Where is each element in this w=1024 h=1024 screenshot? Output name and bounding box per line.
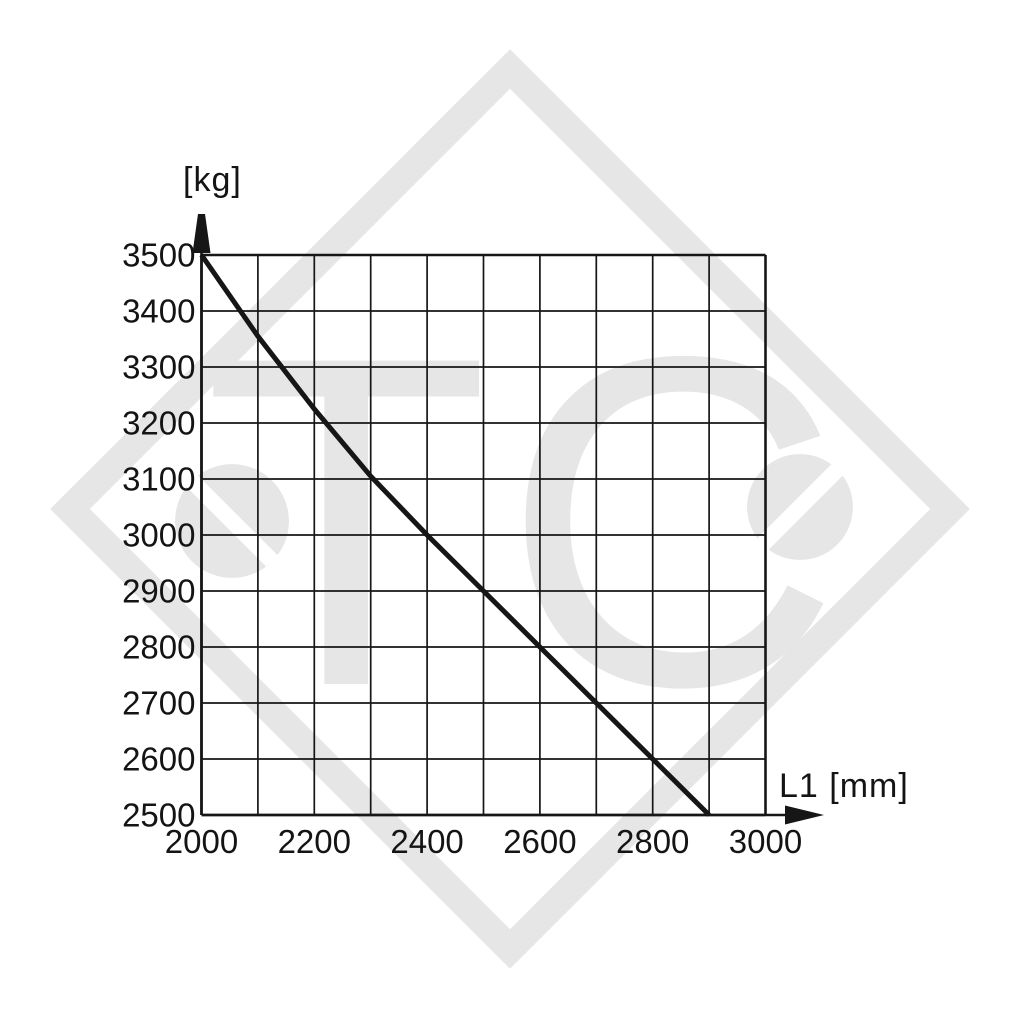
x-tick-label-2800: 2800 — [616, 823, 689, 860]
y-tick-label-3000: 3000 — [122, 517, 195, 554]
y-tick-label-2900: 2900 — [122, 573, 195, 610]
x-tick-label-2400: 2400 — [390, 823, 463, 860]
axes — [192, 214, 824, 825]
y-tick-label-3100: 3100 — [122, 461, 195, 498]
x-tick-label-2000: 2000 — [165, 823, 238, 860]
watermark-slashed-disc-left — [175, 464, 289, 578]
y-tick-label-3200: 3200 — [122, 405, 195, 442]
y-tick-label-3500: 3500 — [122, 237, 195, 274]
y-tick-label-3400: 3400 — [122, 293, 195, 330]
watermark-logo: TC — [50, 49, 970, 969]
y-axis-arrow — [192, 214, 211, 253]
x-tick-label-2600: 2600 — [503, 823, 576, 860]
x-axis-title: L1 [mm] — [779, 767, 909, 805]
y-tick-label-2600: 2600 — [122, 741, 195, 778]
x-axis-arrow — [785, 805, 824, 825]
y-tick-label-2700: 2700 — [122, 685, 195, 722]
data-curve — [199, 253, 711, 817]
series-curve-0 — [199, 253, 711, 817]
watermark-diamond-outline — [50, 49, 970, 969]
tick-labels: 2000 2200 2400 2600 2800 3000 3500 3400 3300 3200… — [122, 237, 802, 861]
watermark-letters: TC — [203, 259, 854, 784]
y-tick-label-3300: 3300 — [122, 349, 195, 386]
x-tick-label-3000: 3000 — [729, 823, 802, 860]
y-tick-label-2800: 2800 — [122, 629, 195, 666]
y-tick-label-2500: 2500 — [122, 797, 195, 834]
x-tick-label-2200: 2200 — [278, 823, 351, 860]
y-axis-title: [kg] — [183, 161, 242, 199]
